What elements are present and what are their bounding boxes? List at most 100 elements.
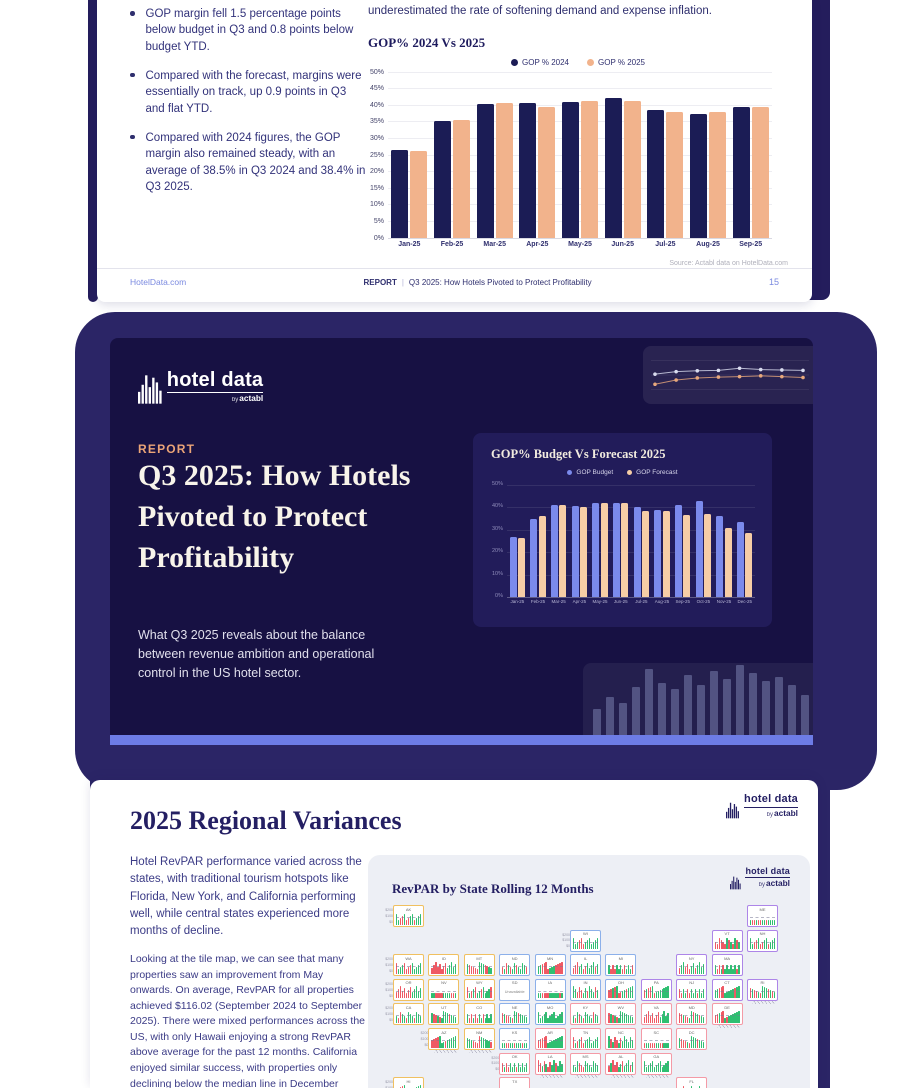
- median-line: [466, 1040, 492, 1041]
- mini-bar: [401, 915, 404, 925]
- mini-bar: [582, 1042, 585, 1048]
- x-axis-tick: Feb-25: [440, 240, 464, 248]
- mini-bar: [592, 1011, 594, 1023]
- mini-bar: [480, 962, 482, 974]
- mini-bar: [647, 988, 650, 999]
- tile-mini-bar-chart: [466, 985, 492, 999]
- tile-mini-bar-chart: [643, 1010, 669, 1023]
- mini-bar: [490, 987, 492, 999]
- mini-bar: [724, 968, 726, 974]
- mini-bar: [517, 966, 520, 974]
- hotel-data-logo: hotel data byactabl: [726, 793, 798, 819]
- mini-bar: [755, 919, 758, 925]
- y-axis-tick: 30%: [369, 135, 384, 143]
- mini-bar: [506, 1063, 508, 1073]
- mini-bar: [559, 1036, 561, 1048]
- decorative-bar: [788, 685, 796, 735]
- tile-mini-bar-chart: [714, 936, 740, 950]
- logo-wordmark: hotel data: [745, 866, 790, 879]
- state-tile-md: MD: [676, 1003, 708, 1026]
- mini-bar: [508, 964, 510, 974]
- mini-bar: [722, 942, 724, 950]
- mini-bar: [692, 1036, 695, 1048]
- mini-bar: [547, 1017, 549, 1023]
- bar: [647, 109, 665, 238]
- mini-bar: [502, 1063, 504, 1073]
- line-chart-graphic: [651, 360, 809, 390]
- mini-bar: [588, 1065, 591, 1073]
- mini-bar: [437, 1015, 439, 1023]
- page-footer: HotelData.com REPORT | Q3 2025: How Hotels…: [130, 277, 779, 287]
- mini-bar: [700, 966, 703, 974]
- mini-bar: [736, 987, 738, 999]
- state-code-label: KS: [512, 1029, 518, 1035]
- mini-bar: [716, 968, 718, 974]
- mini-bar: [472, 1040, 474, 1048]
- bar: [732, 106, 750, 238]
- mini-bar: [702, 963, 705, 974]
- decorative-bar: [606, 697, 614, 735]
- mini-bar: [399, 1086, 402, 1088]
- mini-bar: [472, 966, 474, 974]
- mini-bar: [506, 1014, 508, 1023]
- decorative-bar: [645, 669, 653, 735]
- mini-bar: [622, 1011, 624, 1023]
- mini-bar: [734, 1012, 736, 1023]
- mini-bar: [661, 1042, 663, 1048]
- mini-bar: [763, 987, 766, 999]
- tile-mini-bar-chart: [750, 985, 775, 999]
- mini-bar: [714, 990, 716, 999]
- mini-bar: [396, 913, 398, 925]
- mini-bar: [409, 1013, 412, 1023]
- state-tile-ut: UT: [428, 1003, 460, 1026]
- state-tile-ky: KY: [570, 1003, 601, 1026]
- mini-bar: [655, 1014, 657, 1023]
- mini-bar: [750, 988, 752, 999]
- state-code-label: SC: [653, 1029, 660, 1035]
- state-tile-de: DE: [711, 1003, 743, 1029]
- mini-bar: [732, 989, 734, 999]
- tile-mini-bar-chart: [750, 936, 775, 950]
- tile-mini-bar-chart: [537, 985, 563, 999]
- tile-mini-bar-chart: [502, 1059, 528, 1073]
- footer-site-link[interactable]: HotelData.com: [130, 277, 187, 287]
- state-code-label: NJ: [689, 980, 695, 986]
- state-tile-ny: NY: [676, 954, 708, 977]
- mini-bar: [594, 966, 596, 974]
- state-code-label: GA: [653, 1054, 660, 1060]
- mini-bar: [626, 1038, 628, 1048]
- mini-bar: [624, 1066, 626, 1073]
- bar-group-mar-25: Mar-25: [548, 485, 569, 604]
- mini-bar: [698, 1085, 701, 1088]
- mini-bar: [411, 962, 414, 974]
- legend-label: GOP Budget: [576, 469, 614, 476]
- mini-bar: [502, 966, 504, 974]
- mini-bar: [769, 990, 771, 999]
- bar-group-oct-25: Oct-25: [693, 485, 714, 604]
- mini-bar: [645, 1067, 648, 1073]
- mini-bar: [738, 986, 740, 999]
- tile-mini-bar-chart: [573, 1010, 598, 1023]
- tile-mini-bar-chart: [466, 961, 492, 974]
- mini-bar: [616, 1039, 618, 1048]
- mini-bar: [696, 964, 699, 974]
- mini-bar: [547, 1042, 549, 1048]
- footer-separator: |: [401, 277, 404, 287]
- y-axis-tick: 35%: [369, 118, 384, 126]
- median-line: [679, 990, 705, 992]
- mini-bar: [541, 1015, 543, 1023]
- state-tile-nd: ND: [499, 954, 531, 977]
- mini-bar: [582, 968, 585, 974]
- bar: [581, 100, 599, 238]
- mini-bar: [663, 988, 665, 999]
- decorative-bar: [801, 695, 809, 735]
- median-line: [714, 990, 740, 992]
- tile-mini-bar-chart: [537, 961, 563, 974]
- mini-bar: [576, 1011, 579, 1023]
- mini-bar: [403, 1015, 406, 1023]
- mini-bar: [734, 964, 736, 974]
- mini-bar: [773, 919, 775, 925]
- bar-group-apr-25: Apr-25: [569, 485, 590, 604]
- tile-x-axis-ticks: [716, 1025, 741, 1029]
- mini-bar: [401, 964, 404, 974]
